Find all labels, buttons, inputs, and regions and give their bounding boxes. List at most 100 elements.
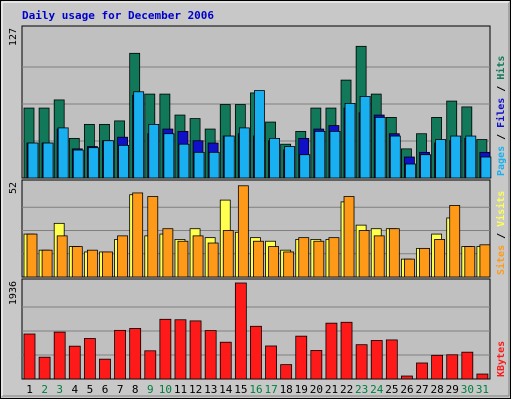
bar-sites-day-30 — [464, 246, 476, 278]
bar-sites-day-7 — [117, 235, 128, 278]
bar-kbytes-day-2 — [38, 356, 51, 380]
x-label-day-30: 30 — [461, 383, 474, 396]
bar-sites-day-25 — [388, 228, 400, 278]
x-label-day-16: 16 — [249, 383, 262, 396]
bar-pages-day-28 — [435, 139, 447, 179]
bar-kbytes-day-14 — [219, 341, 232, 380]
x-label-day-14: 14 — [219, 383, 233, 396]
bar-pages-day-18 — [284, 146, 296, 179]
x-label-day-15: 15 — [234, 383, 247, 396]
x-label-day-17: 17 — [264, 383, 277, 396]
bar-kbytes-day-21 — [325, 322, 338, 380]
panel-hits-legend: Pages / Files / Hits — [495, 56, 507, 176]
x-label-day-20: 20 — [310, 383, 323, 396]
bar-kbytes-day-16 — [250, 325, 262, 380]
bar-kbytes-day-18 — [280, 364, 293, 380]
bar-sites-day-21 — [328, 237, 340, 278]
x-label-day-7: 7 — [117, 383, 124, 396]
bar-kbytes-day-12 — [189, 320, 202, 380]
x-label-day-6: 6 — [102, 383, 109, 396]
x-axis-labels: 1 2 3 4 5 6 7 8 9 10 11 12 13 14 15 16 17 18 19 20 21 22 23 24 2… — [26, 383, 489, 396]
panel-kbytes-ymax-label: 1936 — [8, 281, 19, 305]
legend-separator: / — [496, 80, 507, 98]
bar-pages-day-10 — [163, 133, 175, 179]
bar-kbytes-day-10 — [159, 318, 172, 380]
bar-pages-day-8 — [133, 91, 145, 179]
bar-pages-day-2 — [42, 142, 54, 179]
bar-kbytes-day-27 — [416, 362, 428, 380]
bar-sites-day-26 — [404, 258, 415, 278]
x-label-day-8: 8 — [132, 383, 139, 396]
legend-hits: Hits — [495, 56, 507, 80]
bar-kbytes-day-5 — [83, 338, 96, 380]
legend-sites: Sites — [495, 245, 507, 275]
bar-sites-day-17 — [268, 246, 279, 278]
bar-pages-day-25 — [389, 135, 401, 179]
bar-pages-day-4 — [72, 149, 84, 179]
bar-sites-day-4 — [71, 246, 83, 278]
bar-pages-day-7 — [118, 144, 129, 179]
bar-pages-day-29 — [450, 135, 462, 179]
bar-sites-day-14 — [222, 230, 234, 278]
bar-sites-day-18 — [283, 251, 295, 278]
bar-pages-day-26 — [405, 163, 416, 179]
x-label-day-19: 19 — [295, 383, 308, 396]
bar-pages-day-5 — [87, 147, 99, 179]
bar-sites-day-2 — [41, 249, 53, 278]
panel-visits-legend: Sites / Visits — [495, 191, 507, 275]
bar-kbytes-day-8 — [129, 328, 142, 380]
bar-pages-day-6 — [103, 140, 114, 179]
x-label-day-10: 10 — [159, 383, 172, 396]
bar-sites-day-24 — [373, 235, 385, 278]
bar-kbytes-day-31 — [476, 373, 489, 380]
bar-pages-day-11 — [178, 143, 190, 179]
bar-sites-day-16 — [253, 240, 264, 278]
x-label-day-26: 26 — [400, 383, 413, 396]
bar-pages-day-21 — [329, 130, 341, 179]
bar-sites-day-13 — [207, 242, 219, 278]
bar-pages-day-24 — [374, 117, 386, 179]
x-label-day-13: 13 — [204, 383, 217, 396]
legend-pages: Pages — [496, 146, 507, 176]
chart-title: Daily usage for December 2006 — [22, 9, 214, 22]
legend-files: Files — [495, 98, 507, 128]
bar-kbytes-day-25 — [385, 339, 398, 380]
bar-pages-day-13 — [208, 151, 220, 179]
bar-kbytes-day-28 — [431, 354, 444, 380]
x-label-day-25: 25 — [385, 383, 398, 396]
x-label-day-2: 2 — [41, 383, 48, 396]
bar-kbytes-day-29 — [446, 354, 459, 380]
panel-hits-ymax-label: 127 — [8, 28, 19, 46]
bar-pages-day-12 — [193, 151, 205, 179]
bar-kbytes-day-17 — [265, 345, 277, 380]
bar-sites-day-5 — [86, 249, 98, 278]
bar-sites-day-20 — [313, 240, 325, 278]
bar-kbytes-day-19 — [295, 335, 308, 380]
bar-pages-day-30 — [465, 135, 477, 179]
legend-separator: / — [496, 128, 507, 146]
panel-visits-ymax-label: 52 — [8, 182, 19, 194]
panel-kbytes-legend: KBytes — [496, 341, 507, 377]
bar-kbytes-day-7 — [114, 329, 126, 380]
legend-separator: / — [496, 227, 507, 245]
bar-pages-day-22 — [344, 103, 356, 179]
bar-sites-day-9 — [147, 196, 159, 278]
legend-kbytes: KBytes — [496, 341, 507, 377]
legend-visits: Visits — [495, 191, 507, 227]
x-label-day-29: 29 — [446, 383, 459, 396]
x-label-day-23: 23 — [355, 383, 368, 396]
bar-sites-day-28 — [434, 239, 446, 278]
bar-sites-day-10 — [162, 228, 174, 278]
bar-sites-day-31 — [479, 244, 491, 278]
x-label-day-1: 1 — [26, 383, 33, 396]
bar-kbytes-day-22 — [340, 321, 353, 380]
bar-pages-day-23 — [359, 96, 371, 179]
bar-kbytes-day-26 — [401, 375, 413, 380]
bar-sites-day-11 — [177, 240, 189, 278]
x-label-day-5: 5 — [87, 383, 94, 396]
bar-kbytes-day-9 — [144, 350, 157, 380]
bar-sites-day-1 — [26, 233, 38, 278]
x-label-day-21: 21 — [325, 383, 338, 396]
bar-sites-day-15 — [237, 185, 249, 278]
